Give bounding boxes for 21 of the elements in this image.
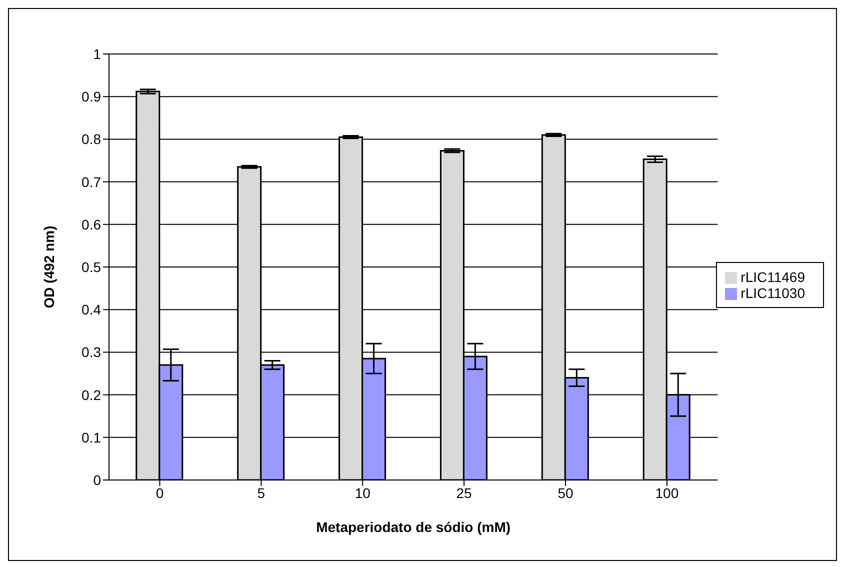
y-tick-label: 0.7	[82, 174, 102, 190]
x-tick-label: 100	[655, 484, 679, 501]
x-axis-title: Metaperiodato de sódio (mM)	[316, 519, 511, 535]
legend-label: rLIC11030	[740, 284, 805, 300]
y-tick-label: 0.1	[82, 429, 102, 446]
legend-label: rLIC11469	[740, 268, 805, 284]
y-tick-label: 0.3	[82, 344, 102, 360]
x-tick-label: 0	[156, 484, 164, 501]
x-tick-label: 5	[257, 484, 266, 501]
y-tick-label: 0	[93, 472, 102, 488]
y-axis-title: OD (492 nm)	[40, 226, 57, 308]
x-tick-label: 25	[456, 484, 472, 501]
x-tick-label: 50	[558, 484, 574, 501]
y-tick-label: 0.2	[82, 386, 102, 403]
y-tick-label: 0.8	[82, 131, 102, 148]
y-tick-label: 0.9	[82, 88, 102, 105]
y-tick-label: 0.5	[82, 258, 102, 275]
y-tick-label: 1	[93, 46, 102, 62]
x-tick-label: 10	[354, 484, 371, 501]
y-tick-label: 0.4	[82, 302, 102, 318]
y-tick-label: 0.6	[82, 216, 102, 232]
